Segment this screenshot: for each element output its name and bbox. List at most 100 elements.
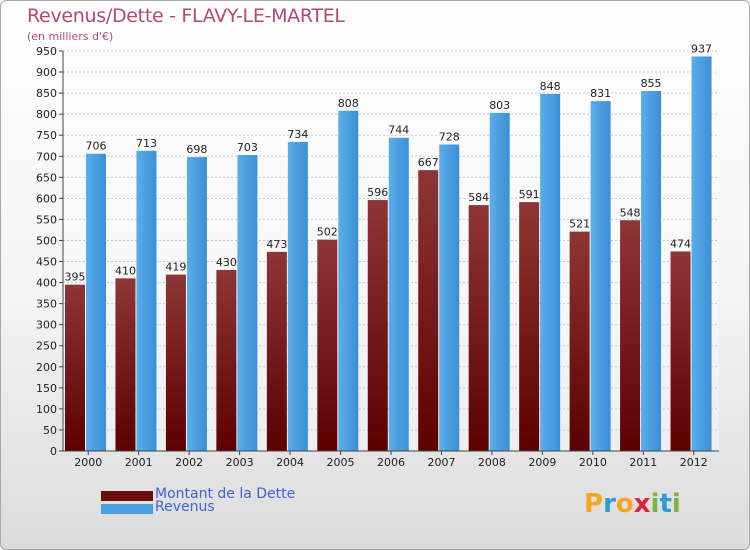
- proxiti-logo: Proxiti: [584, 489, 681, 519]
- bar-dette: [367, 200, 388, 451]
- logo-letter: P: [584, 489, 604, 519]
- labels: 395 706 410 713 419 698 430 703 473 734 502 808 596 7…: [65, 42, 713, 283]
- data-label: 596: [367, 186, 388, 199]
- x-tick-label: 2004: [276, 456, 304, 469]
- y-tick-label: 750: [36, 129, 57, 142]
- y-tick-label: 500: [36, 234, 57, 247]
- bar-dette: [216, 269, 237, 451]
- data-label: 667: [418, 156, 439, 169]
- x-tick-label: 2011: [629, 456, 657, 469]
- bar-revenus: [86, 153, 106, 451]
- data-label: 395: [65, 271, 86, 284]
- y-tick-label: 700: [36, 150, 57, 163]
- y-tick-label: 900: [36, 66, 57, 79]
- data-label: 430: [216, 256, 237, 269]
- axes: 0 50 100 150 200 250 300 350 400 450 500 550 600 650 7…: [36, 45, 719, 469]
- y-tick-label: 350: [36, 298, 57, 311]
- bar-dette: [620, 220, 641, 451]
- bar-dette: [266, 251, 287, 451]
- x-tick-label: 2003: [226, 456, 254, 469]
- bar-dette: [519, 202, 540, 451]
- x-tick-label: 2000: [74, 456, 102, 469]
- x-tick-label: 2008: [478, 456, 506, 469]
- x-tick-label: 2010: [579, 456, 607, 469]
- bar-revenus: [338, 110, 359, 451]
- legend-swatch-dette: [101, 491, 153, 501]
- bar-dette: [317, 239, 338, 451]
- y-tick-label: 250: [36, 340, 57, 353]
- data-label: 698: [186, 143, 207, 156]
- logo-letter: x: [633, 489, 651, 519]
- data-label: 713: [136, 137, 157, 150]
- data-label: 584: [468, 191, 489, 204]
- data-label: 855: [641, 77, 662, 90]
- x-tick-label: 2005: [327, 456, 355, 469]
- data-label: 848: [540, 80, 561, 93]
- bar-dette: [115, 278, 136, 451]
- bar-dette: [670, 251, 691, 451]
- data-label: 744: [388, 124, 409, 137]
- data-label: 703: [237, 141, 258, 154]
- legend-swatch-revenus: [101, 504, 153, 514]
- y-tick-label: 0: [50, 445, 57, 458]
- chart-subtitle: (en milliers d'€): [27, 30, 114, 43]
- x-tick-label: 2002: [175, 456, 203, 469]
- y-tick-label: 950: [36, 45, 57, 58]
- bars: [65, 56, 712, 452]
- data-label: 831: [590, 87, 611, 100]
- x-tick-label: 2006: [377, 456, 405, 469]
- data-label: 473: [266, 238, 287, 251]
- legend-label-dette: Montant de la Dette: [155, 486, 296, 502]
- y-tick-label: 200: [36, 361, 57, 374]
- data-label: 502: [317, 226, 338, 239]
- data-label: 937: [691, 42, 712, 55]
- bar-revenus: [136, 150, 157, 451]
- bar-revenus: [590, 101, 611, 452]
- bar-revenus: [186, 157, 207, 451]
- bar-revenus: [439, 144, 460, 451]
- legend-label-revenus: Revenus: [155, 499, 215, 515]
- data-label: 591: [519, 188, 540, 201]
- bar-revenus: [691, 56, 712, 451]
- y-tick-label: 650: [36, 171, 57, 184]
- y-tick-label: 850: [36, 87, 57, 100]
- y-tick-label: 600: [36, 192, 57, 205]
- logo-letter: o: [615, 489, 634, 519]
- bar-revenus: [237, 155, 258, 451]
- bar-dette: [165, 274, 186, 451]
- logo-letter: i: [650, 489, 660, 519]
- data-label: 410: [115, 264, 136, 277]
- x-tick-label: 2009: [528, 456, 556, 469]
- data-label: 734: [287, 128, 308, 141]
- x-tick-label: 2007: [427, 456, 455, 469]
- bar-dette: [418, 170, 439, 451]
- bar-revenus: [641, 91, 662, 451]
- bar-dette: [468, 205, 489, 451]
- data-label: 706: [86, 140, 107, 153]
- data-label: 419: [165, 261, 186, 274]
- data-label: 548: [620, 206, 641, 219]
- logo-letter: t: [659, 489, 672, 519]
- y-tick-label: 550: [36, 213, 57, 226]
- y-tick-label: 100: [36, 403, 57, 416]
- logo-letter: r: [603, 489, 616, 519]
- data-label: 803: [489, 99, 510, 112]
- x-tick-label: 2001: [125, 456, 153, 469]
- bar-revenus: [287, 141, 308, 451]
- data-label: 728: [439, 130, 460, 143]
- y-tick-label: 50: [43, 424, 57, 437]
- bar-revenus: [489, 112, 510, 451]
- data-label: 808: [338, 97, 359, 110]
- y-tick-label: 150: [36, 382, 57, 395]
- chart-title: Revenus/Dette - FLAVY-LE-MARTEL: [27, 5, 345, 27]
- bar-dette: [65, 284, 85, 451]
- logo-letter: i: [671, 489, 681, 519]
- y-tick-label: 450: [36, 256, 57, 269]
- x-tick-label: 2012: [680, 456, 708, 469]
- y-tick-label: 400: [36, 277, 57, 290]
- data-label: 521: [569, 218, 590, 231]
- bar-revenus: [540, 93, 561, 452]
- bar-dette: [569, 231, 590, 451]
